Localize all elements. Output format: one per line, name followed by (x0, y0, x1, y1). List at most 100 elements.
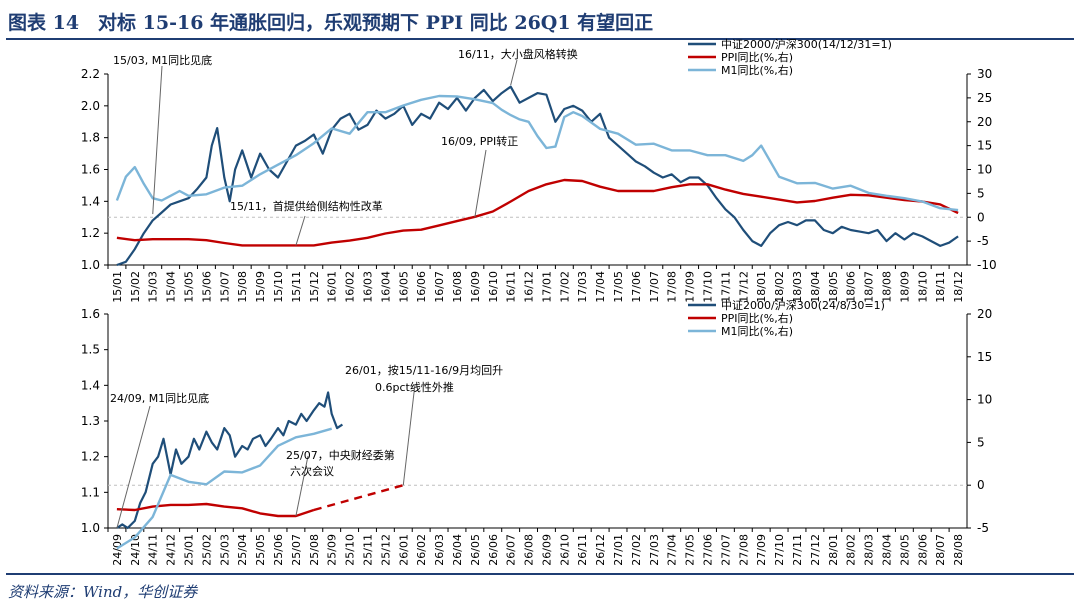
x-tick-label: 28/02 (845, 534, 858, 566)
annotation-text: 24/09, M1同比见底 (110, 391, 209, 405)
x-tick-label: 26/05 (469, 534, 482, 566)
y-left-tick-label: 1.6 (81, 163, 100, 177)
y-left-tick-label: 1.5 (81, 343, 100, 357)
annotation-text: 26/01，按15/11-16/9月均回升 (345, 363, 503, 377)
x-tick-label: 26/03 (433, 534, 446, 566)
x-tick-label: 16/06 (415, 271, 428, 303)
x-tick-label: 18/08 (880, 271, 893, 303)
x-tick-label: 18/03 (791, 271, 804, 303)
annotation-text: 0.6pct线性外推 (375, 380, 454, 394)
series-line (116, 427, 333, 550)
x-tick-label: 17/08 (666, 271, 679, 303)
legend-label: M1同比(%,右) (721, 324, 793, 338)
series-line (116, 178, 959, 247)
y-right-tick-label: 5 (977, 186, 985, 200)
x-tick-label: 15/10 (272, 271, 285, 303)
x-tick-label: 27/12 (809, 534, 822, 566)
annotation-text: 25/07，中央财经委第 (286, 448, 395, 462)
annotation-leader (402, 383, 416, 486)
y-right-tick-label: 25 (977, 91, 992, 105)
figure-header: 图表 14 对标 15-16 年通胀回归，乐观预期下 PPI 同比 26Q1 有… (0, 0, 1080, 40)
x-tick-label: 15/04 (165, 271, 178, 303)
x-tick-label: 26/12 (594, 534, 607, 566)
legend-label: M1同比(%,右) (721, 63, 793, 77)
x-tick-label: 28/04 (880, 534, 893, 566)
x-tick-label: 25/09 (326, 534, 339, 566)
x-tick-label: 25/08 (308, 534, 321, 566)
x-tick-label: 18/12 (952, 271, 965, 303)
x-tick-label: 18/05 (827, 271, 840, 303)
annotation-leader (295, 215, 306, 246)
x-tick-label: 26/06 (487, 534, 500, 566)
y-right-tick-label: -5 (977, 521, 989, 535)
y-right-tick-label: 15 (977, 350, 992, 364)
x-tick-label: 26/01 (397, 534, 410, 566)
x-tick-label: 26/10 (558, 534, 571, 566)
x-tick-label: 15/06 (200, 271, 213, 303)
x-tick-label: 26/08 (523, 534, 536, 566)
x-tick-label: 17/10 (702, 271, 715, 303)
x-tick-label: 27/11 (791, 534, 804, 566)
x-tick-label: 18/10 (916, 271, 929, 303)
x-tick-label: 27/07 (719, 534, 732, 566)
x-tick-label: 25/04 (236, 534, 249, 566)
x-tick-label: 15/08 (236, 271, 249, 303)
x-tick-label: 15/12 (308, 271, 321, 303)
y-right-tick-label: 20 (977, 115, 992, 129)
y-left-tick-label: 1.4 (81, 378, 100, 392)
x-tick-label: 26/07 (505, 534, 518, 566)
x-tick-label: 16/03 (361, 271, 374, 303)
source-note: 资料来源：Wind，华创证券 (8, 583, 198, 601)
x-tick-label: 17/11 (719, 271, 732, 303)
y-right-tick-label: 0 (977, 478, 985, 492)
x-tick-label: 17/09 (684, 271, 697, 303)
x-tick-label: 27/02 (630, 534, 643, 566)
x-tick-label: 15/11 (290, 271, 303, 303)
y-right-tick-label: 15 (977, 139, 992, 153)
x-tick-label: 24/11 (147, 534, 160, 566)
x-tick-label: 16/12 (523, 271, 536, 303)
annotation-leader (474, 149, 487, 218)
y-left-tick-label: 1.2 (81, 226, 100, 240)
x-tick-label: 25/05 (254, 534, 267, 566)
x-tick-label: 25/01 (183, 534, 196, 566)
y-right-tick-label: 30 (977, 67, 992, 81)
y-right-tick-label: 20 (977, 307, 992, 321)
annotation-leader (295, 455, 309, 517)
x-tick-label: 15/01 (111, 271, 124, 303)
x-tick-label: 26/02 (415, 534, 428, 566)
x-tick-label: 18/09 (898, 271, 911, 303)
y-left-tick-label: 1.6 (81, 307, 100, 321)
y-right-tick-label: -5 (977, 234, 989, 248)
legend-label: PPI同比(%,右) (721, 311, 793, 325)
x-tick-label: 26/04 (451, 534, 464, 566)
x-tick-label: 25/06 (272, 534, 285, 566)
series-line (116, 502, 315, 518)
x-tick-label: 16/10 (487, 271, 500, 303)
x-tick-label: 18/06 (845, 271, 858, 303)
bottom-chart-panel: 1.6 1.5 1.4 1.3 1.2 1.1 1.0 20 15 10 5 0 -5 24/09 24/1… (81, 298, 992, 566)
annotation-text: 16/11，大小盘风格转换 (458, 47, 578, 61)
y-right-tick-label: -10 (977, 258, 997, 272)
x-tick-label: 16/04 (379, 271, 392, 303)
x-tick-label: 15/07 (218, 271, 231, 303)
y-left-tick-label: 1.1 (81, 485, 100, 499)
x-tick-label: 24/09 (111, 534, 124, 566)
x-tick-label: 28/06 (916, 534, 929, 566)
x-tick-label: 15/05 (183, 271, 196, 303)
x-tick-label: 26/11 (576, 534, 589, 566)
x-tick-label: 28/07 (934, 534, 947, 566)
x-tick-label: 18/01 (755, 271, 768, 303)
x-tick-label: 25/07 (290, 534, 303, 566)
x-tick-label: 15/09 (254, 271, 267, 303)
annotation-leader (510, 59, 518, 86)
y-left-tick-label: 2.2 (81, 67, 100, 81)
legend-label: PPI同比(%,右) (721, 50, 793, 64)
x-tick-label: 28/01 (827, 534, 840, 566)
x-tick-label: 16/11 (505, 271, 518, 303)
y-left-tick-label: 1.8 (81, 131, 100, 145)
top-chart-panel: 2.2 2.0 1.8 1.6 1.4 1.2 1.0 30 25 20 15 10 5 0 -5 -10 15… (81, 37, 997, 303)
x-tick-label: 17/06 (630, 271, 643, 303)
y-right-tick-label: 10 (977, 163, 992, 177)
x-tick-label: 24/12 (165, 534, 178, 566)
